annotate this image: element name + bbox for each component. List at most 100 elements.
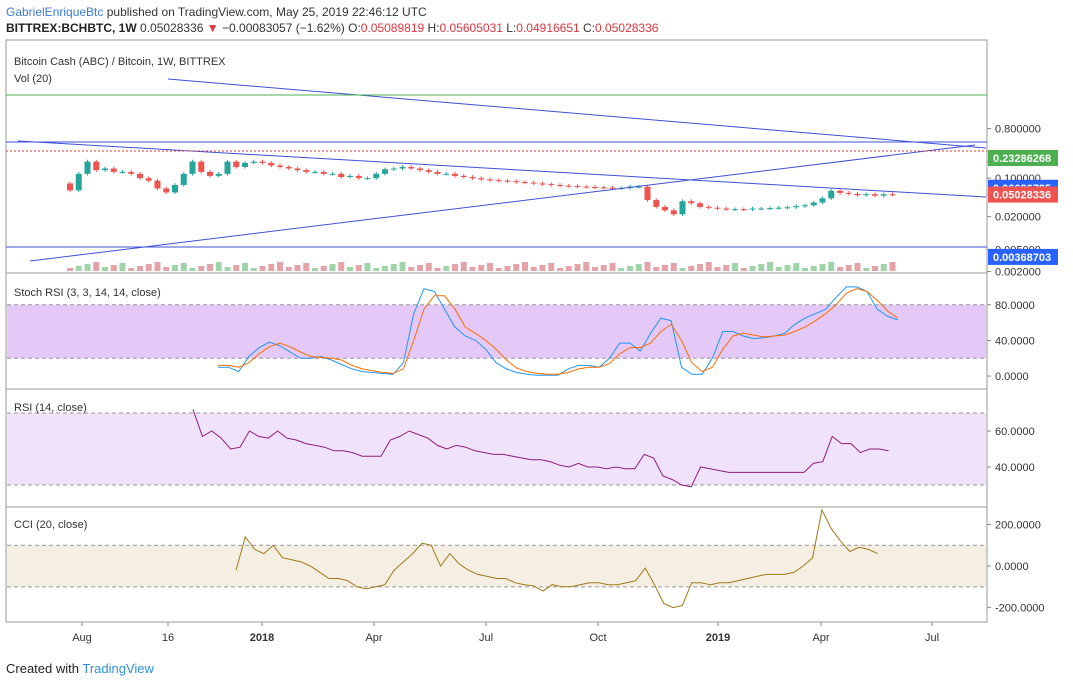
- trendline-upper: [167, 78, 987, 149]
- candle-body: [478, 178, 485, 180]
- y-tick-label: 0.0000: [995, 371, 1029, 383]
- volume-bar: [793, 263, 800, 271]
- volume-bar: [329, 264, 336, 271]
- volume-bar: [67, 268, 73, 271]
- chart-canvas[interactable]: 80.0000 40.0000 0.0000 60.0000 40.0000 200.00…: [0, 0, 1073, 660]
- cci-title: CCI (20, close): [14, 519, 87, 531]
- y-tick-label: 0.020000: [995, 212, 1041, 224]
- volume-bar: [863, 268, 870, 271]
- candle-body: [224, 161, 231, 174]
- candle-body: [872, 194, 878, 196]
- candle-body: [810, 202, 817, 206]
- candle-body: [574, 185, 581, 187]
- volume-bar: [452, 264, 458, 271]
- footer: Created with TradingView: [6, 661, 154, 676]
- candle-body: [434, 171, 441, 174]
- volume-bar: [145, 264, 152, 271]
- volume-bar: [443, 266, 450, 271]
- volume-bar: [635, 264, 642, 271]
- candle-body: [233, 161, 240, 167]
- candle-body: [644, 186, 651, 201]
- volume-bar: [679, 268, 686, 271]
- author-link[interactable]: GabrielEnriqueBtc: [6, 5, 104, 19]
- volume-bar: [163, 267, 170, 271]
- price-tag-label: 0.05028336: [993, 190, 1051, 202]
- candle-body: [128, 171, 135, 174]
- volume-bar: [434, 268, 441, 271]
- candle-body: [382, 169, 388, 174]
- price-tag: [988, 186, 1058, 203]
- low-label: L:: [506, 21, 517, 35]
- candle-body: [67, 183, 73, 191]
- volume-bar: [837, 267, 843, 271]
- volume-bar: [338, 262, 345, 271]
- volume-bar: [119, 263, 126, 271]
- indicator-lines: [192, 286, 899, 609]
- volume-bar: [513, 264, 520, 271]
- volume-bar: [137, 266, 143, 271]
- symbol-label[interactable]: BITTREX:BCHBTC, 1W: [6, 21, 137, 35]
- volume-bar: [250, 268, 257, 271]
- panel-frames: [5, 39, 988, 623]
- candle-body: [303, 170, 310, 172]
- candle-body: [207, 171, 213, 176]
- volume-bar: [740, 268, 747, 271]
- candle-body: [557, 185, 563, 187]
- volume-bar: [373, 268, 380, 271]
- candle-body: [662, 206, 668, 211]
- volume-bar: [390, 264, 397, 271]
- x-tick-label: Oct: [589, 632, 606, 644]
- candle-body: [460, 175, 467, 177]
- candle-body: [775, 207, 782, 209]
- band-fill: [7, 413, 986, 485]
- high-label: H:: [427, 21, 440, 35]
- candle-body: [250, 161, 257, 163]
- x-tick-label: 2018: [250, 632, 274, 644]
- volume-bar: [767, 262, 773, 271]
- volume-bar: [749, 266, 756, 271]
- volume-bar: [627, 266, 633, 271]
- candle-body: [863, 194, 870, 196]
- candle-body: [845, 192, 852, 194]
- candle-body: [758, 208, 765, 210]
- candle-body: [539, 183, 546, 185]
- trendlines[interactable]: [6, 78, 987, 262]
- volume-bar: [530, 267, 537, 271]
- close-label: C:: [583, 21, 596, 35]
- volume-bar: [872, 266, 878, 271]
- y-tick-label: 0.800000: [995, 124, 1041, 136]
- volume-bar: [242, 263, 248, 271]
- volume-bar: [653, 267, 660, 271]
- volume-bar: [539, 265, 546, 271]
- volume-bar: [207, 264, 213, 271]
- volume-bar: [775, 267, 782, 271]
- candle-body: [784, 207, 791, 209]
- tradingview-logo[interactable]: TradingView: [82, 661, 154, 676]
- y-tick-label: 0.002000: [995, 267, 1041, 279]
- volume-bar: [75, 266, 82, 271]
- candle-body: [854, 193, 861, 196]
- price-tag-label: 0.23286268: [993, 153, 1051, 165]
- published-text: published on TradingView.com, May 25, 20…: [106, 5, 427, 19]
- candle-body: [215, 173, 222, 176]
- candle-body: [399, 166, 406, 169]
- y-tick-label: 40.0000: [995, 462, 1035, 474]
- price-tag-label: 0.00368703: [993, 252, 1051, 264]
- y-tick-label: 200.0000: [995, 519, 1041, 531]
- candle-body: [705, 206, 712, 208]
- candle-body: [110, 168, 117, 172]
- trendline-lower-channel: [17, 140, 987, 198]
- candle-body: [469, 176, 476, 179]
- volume-bar: [644, 262, 651, 271]
- volume-bar: [714, 267, 721, 271]
- volume-bar: [522, 262, 528, 271]
- volume-bar: [583, 262, 590, 271]
- candle-body: [828, 190, 835, 199]
- series-CCI: [235, 508, 878, 609]
- candle-body: [163, 188, 170, 193]
- series-RSI: [192, 409, 889, 488]
- volume-bar: [732, 263, 738, 271]
- volume-bar: [697, 264, 703, 271]
- candle-body: [749, 208, 756, 210]
- candle-body: [740, 209, 747, 211]
